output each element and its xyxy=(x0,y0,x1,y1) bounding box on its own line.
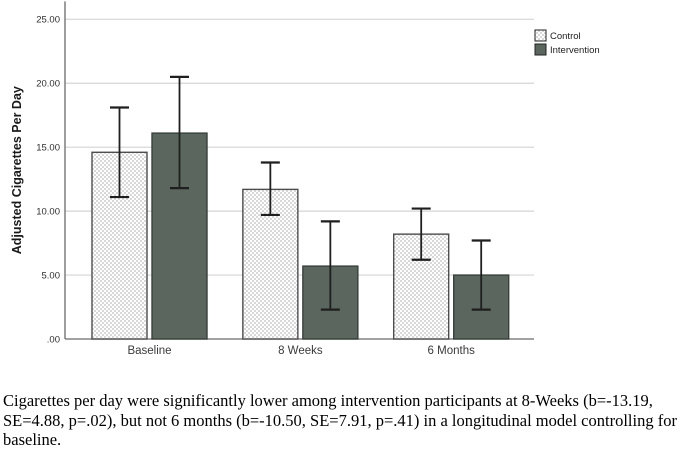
y-tick-label: .00 xyxy=(47,334,60,345)
legend-item-intervention xyxy=(534,43,547,56)
legend-item-control xyxy=(534,29,547,42)
y-tick-label: 5.00 xyxy=(42,270,61,281)
x-category-label-8-weeks: 8 Weeks xyxy=(278,345,323,357)
x-category-label-6-months: 6 Months xyxy=(428,345,476,357)
y-axis-title: Adjusted Cigarettes Per Day xyxy=(10,86,24,254)
bar-chart: .00 5.00 10.00 15.00 20.00 25.00 Adjusted Ciga… xyxy=(10,1,600,357)
error-bar-intervention-1 xyxy=(320,220,340,311)
legend-label: Intervention xyxy=(550,45,600,56)
chart-svg: .00 5.00 10.00 15.00 20.00 25.00 Adjusted Ciga… xyxy=(10,1,600,357)
legend-swatch-control xyxy=(534,29,547,42)
y-tick-label: 25.00 xyxy=(36,15,60,26)
legend-label: Control xyxy=(550,31,581,42)
error-bar-control-1 xyxy=(260,161,280,217)
error-bar-control-0 xyxy=(110,106,129,199)
figure-caption: Cigarettes per day were significantly lo… xyxy=(3,391,677,449)
y-tick-label: 20.00 xyxy=(36,79,60,90)
y-tick-label: 10.00 xyxy=(36,207,60,218)
error-bar-control-2 xyxy=(411,207,431,261)
x-category-label-baseline: Baseline xyxy=(127,345,171,357)
y-tick-label: 15.00 xyxy=(36,143,60,154)
error-bar-intervention-0 xyxy=(170,75,189,190)
error-bar-intervention-2 xyxy=(471,239,491,311)
legend-swatch-intervention xyxy=(534,43,547,56)
